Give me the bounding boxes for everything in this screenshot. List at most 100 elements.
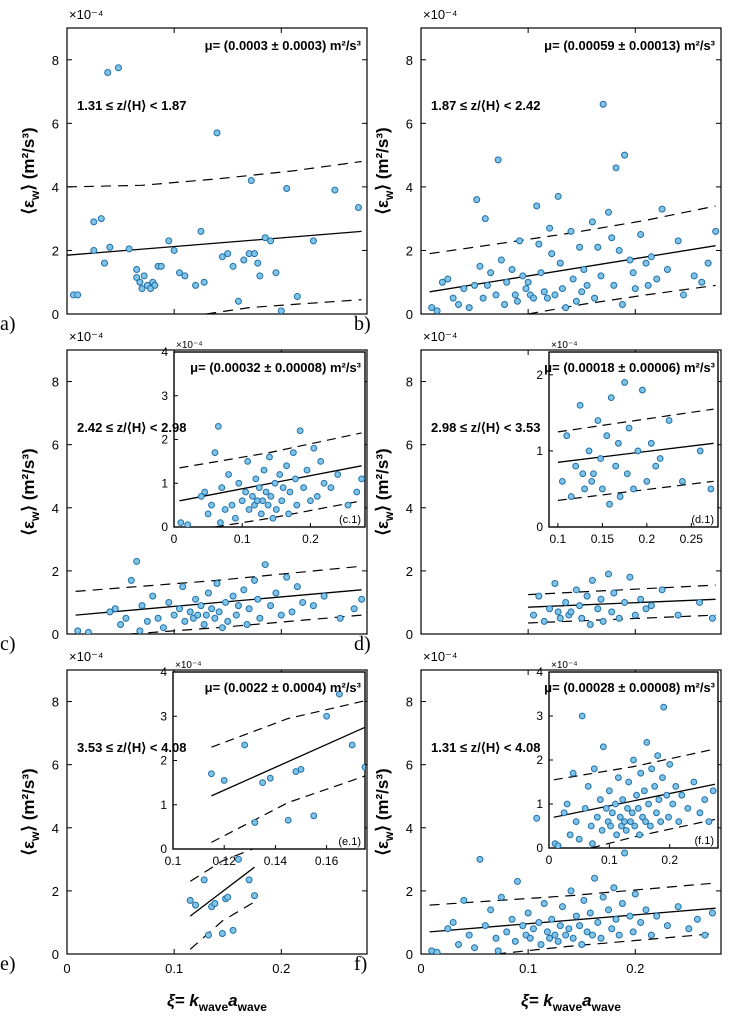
- inset-data-point: [647, 822, 654, 830]
- data-point: [680, 291, 687, 299]
- inset-data-point: [636, 831, 643, 839]
- inset-data-point: [266, 774, 274, 782]
- inset-marks: [551, 703, 717, 848]
- inset-exponent-label: ×10⁻⁴: [551, 340, 578, 351]
- inset-data-point: [622, 827, 630, 834]
- inset-data-point: [300, 484, 308, 492]
- y-tick-label: 0: [52, 307, 59, 322]
- inset-data-point: [581, 805, 589, 812]
- y-exponent-label: ×10⁻⁴: [423, 329, 458, 344]
- data-point: [588, 931, 596, 939]
- data-point: [494, 156, 502, 164]
- y-tick-label: 2: [406, 243, 413, 258]
- data-point: [165, 237, 173, 245]
- data-point: [548, 250, 556, 258]
- panel-label: c): [0, 633, 16, 655]
- range-annotation: 1.31 ≤ z/⟨H⟩ < 4.08: [431, 740, 540, 755]
- data-point: [605, 906, 612, 914]
- inset-data-point: [225, 471, 232, 478]
- inset-data-point: [669, 800, 677, 808]
- data-point: [261, 561, 269, 569]
- y-tick-label: 8: [406, 53, 413, 68]
- inset-data-point: [560, 809, 568, 817]
- data-point: [254, 595, 262, 603]
- data-point: [647, 253, 655, 261]
- inset-x-tick-label: 0.16: [315, 854, 339, 868]
- inset-data-point: [259, 497, 267, 505]
- data-point: [508, 266, 516, 274]
- inset-x-tick-label: 0.14: [264, 854, 288, 868]
- y-tick-label: 8: [52, 375, 59, 390]
- inset-data-point: [615, 774, 622, 781]
- ci-upper-line: [67, 160, 362, 188]
- inset-x-tick-label: 0.12: [213, 854, 237, 868]
- y-exponent-label: ×10⁻⁴: [69, 329, 104, 344]
- inset-data-point: [276, 471, 284, 478]
- data-point: [293, 583, 301, 591]
- inset-data-point: [348, 741, 356, 749]
- inset-data-point: [648, 765, 656, 773]
- inset-data-point: [317, 457, 325, 465]
- inset-data-point: [361, 763, 365, 771]
- y-axis-label-sub: w: [28, 190, 42, 201]
- y-axis-label: ⟨εw⟩ (m²/s³): [19, 127, 42, 214]
- data-point: [222, 598, 230, 606]
- data-point: [204, 931, 212, 939]
- x-axis-label-mid: a: [228, 991, 237, 1010]
- y-axis-label-post: ⟩ (m²/s³): [19, 448, 38, 511]
- data-point: [535, 592, 543, 600]
- data-point: [267, 237, 275, 245]
- data-point: [497, 893, 505, 901]
- data-point: [97, 215, 105, 223]
- inset-x-tick-label: 0.2: [302, 532, 319, 546]
- ci-upper-line: [429, 882, 716, 906]
- data-point: [151, 281, 159, 289]
- inset-data-point: [554, 842, 562, 848]
- inset-y-tick-label: 2: [536, 753, 543, 767]
- inset-y-tick-label: 4: [160, 665, 167, 679]
- data-point: [251, 576, 258, 584]
- inset-data-point: [323, 712, 331, 720]
- fit-line: [429, 907, 716, 933]
- data-point: [642, 605, 650, 613]
- inset-data-point: [244, 457, 252, 465]
- data-point: [149, 592, 157, 600]
- inset-data-point: [597, 455, 604, 462]
- y-tick-label: 4: [52, 821, 59, 836]
- y-exponent-label: ×10⁻⁴: [69, 7, 104, 22]
- data-point: [594, 243, 602, 251]
- inset-data-point: [220, 777, 228, 784]
- axes-frame: [66, 27, 368, 315]
- data-point: [615, 931, 623, 939]
- inset-y-tick-label: 1: [536, 444, 543, 458]
- data-point: [218, 253, 226, 261]
- data-point: [288, 608, 296, 616]
- inset-ci-upper: [179, 432, 362, 469]
- inset-data-point: [320, 479, 328, 487]
- inset-x-tick-label: 0.1: [234, 532, 251, 546]
- inset-data-point: [645, 800, 652, 808]
- panel-b: 0 2 4 6 8 ×10⁻⁴ ⟨εw⟩ (m²/s³) b) μ= (0.00059 ± 0.…: [354, 7, 722, 335]
- x-axis-label: ξ= kwaveawave: [167, 991, 267, 1014]
- data-point: [106, 608, 114, 616]
- y-axis-label-pre: ⟨ε: [19, 841, 38, 856]
- main-marks: [428, 691, 716, 954]
- inset-ci-upper: [557, 408, 714, 433]
- inset-data-point: [313, 492, 321, 500]
- data-point: [331, 186, 339, 194]
- inset-data-point: [593, 813, 601, 821]
- x-axis-label-main: ξ= k: [167, 991, 200, 1010]
- y-tick-label: 4: [406, 180, 413, 195]
- data-point: [455, 941, 462, 949]
- data-point: [204, 589, 212, 597]
- range-annotation: 2.98 ≤ z/⟨H⟩ < 3.53: [431, 420, 540, 435]
- data-point: [229, 592, 237, 600]
- data-point: [247, 177, 255, 185]
- data-point: [165, 598, 173, 606]
- data-point: [524, 909, 532, 917]
- inset-data-point: [221, 506, 229, 513]
- data-point: [157, 262, 165, 270]
- inset-data-point: [567, 493, 575, 500]
- mu-annotation: μ= (0.00028 ± 0.00008) m²/s³: [544, 680, 715, 695]
- axes-frame: [420, 27, 722, 315]
